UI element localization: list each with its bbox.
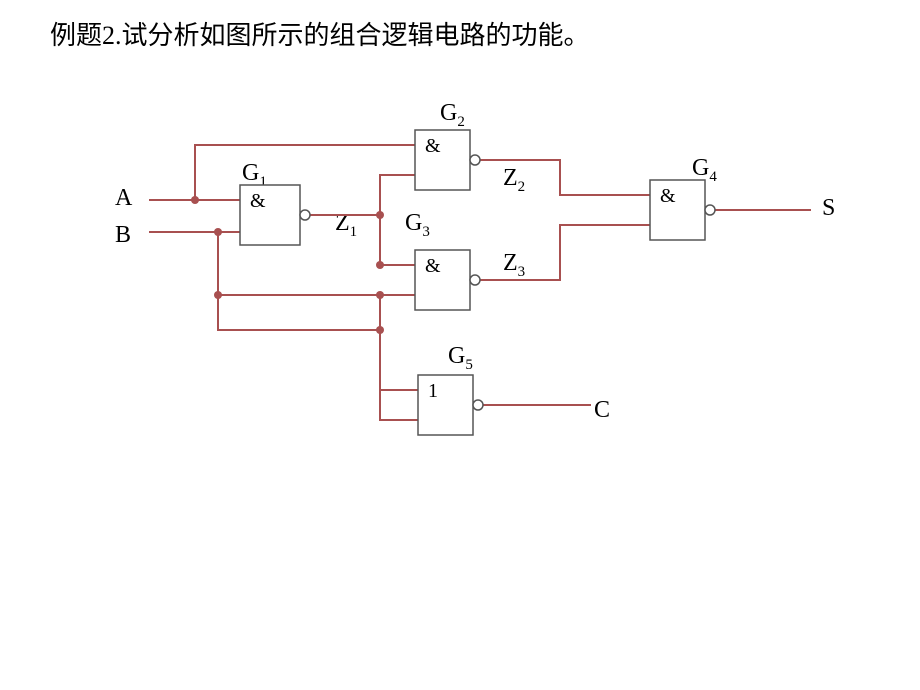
svg-text:&: &: [660, 185, 676, 207]
svg-text:&: &: [250, 190, 266, 212]
svg-text:&: &: [425, 255, 441, 277]
svg-text:&: &: [425, 135, 441, 157]
svg-text:1: 1: [428, 380, 438, 402]
circuit-diagram: & & & & 1: [0, 0, 920, 690]
